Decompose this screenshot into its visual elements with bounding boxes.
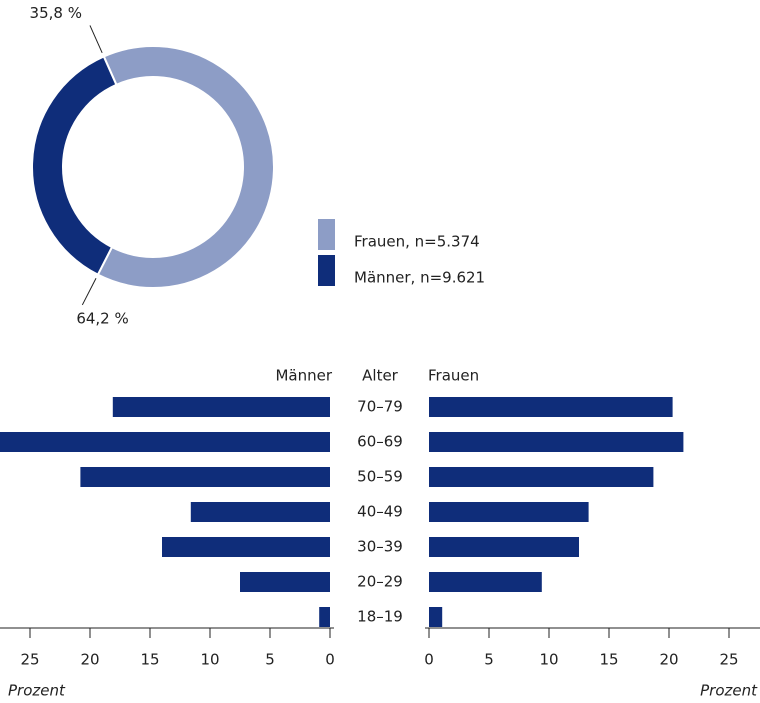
x-tick-label: 10: [539, 651, 558, 669]
bar: [162, 537, 330, 557]
legend-swatch: [318, 219, 335, 250]
x-tick-label: 5: [484, 651, 494, 669]
bar: [319, 607, 330, 627]
x-tick-label: 0: [424, 651, 434, 669]
category-label: 40–49: [357, 503, 403, 521]
category-label: 18–19: [357, 608, 403, 626]
x-axis-label: Prozent: [700, 682, 758, 700]
bar: [190, 502, 330, 522]
legend-label: Frauen, n=5.374: [354, 233, 480, 251]
bar: [429, 607, 443, 627]
category-label: 50–59: [357, 468, 403, 486]
x-tick-label: 25: [719, 651, 738, 669]
x-tick-label: 15: [140, 651, 159, 669]
x-tick-label: 20: [659, 651, 678, 669]
bar: [429, 397, 673, 417]
legend-label: Männer, n=9.621: [354, 269, 485, 287]
bar: [429, 502, 589, 522]
bar: [429, 432, 684, 452]
bar: [429, 572, 542, 592]
header: Frauen: [428, 367, 479, 385]
data-label: 35,8 %: [30, 4, 82, 22]
legend-swatch: [318, 255, 335, 286]
x-tick-label: 0: [325, 651, 335, 669]
pie-slice: [96, 45, 275, 289]
header: Alter: [362, 367, 399, 385]
data-label: 64,2 %: [76, 309, 128, 327]
pie-slice: [31, 55, 118, 277]
leader-line: [81, 278, 97, 306]
bar: [80, 467, 331, 487]
category-label: 30–39: [357, 538, 403, 556]
x-tick-label: 5: [265, 651, 275, 669]
x-tick-label: 10: [200, 651, 219, 669]
header: Männer: [275, 367, 332, 385]
x-axis-label: Prozent: [8, 682, 66, 700]
bar: [240, 572, 330, 592]
bar: [0, 432, 330, 452]
x-tick-label: 20: [80, 651, 99, 669]
category-label: 60–69: [357, 433, 403, 451]
x-tick-label: 15: [599, 651, 618, 669]
bar: [429, 467, 654, 487]
x-tick-label: 25: [20, 651, 39, 669]
bar: [429, 537, 579, 557]
category-label: 20–29: [357, 573, 403, 591]
leader-line: [89, 25, 103, 54]
category-label: 70–79: [357, 398, 403, 416]
bar: [112, 397, 330, 417]
